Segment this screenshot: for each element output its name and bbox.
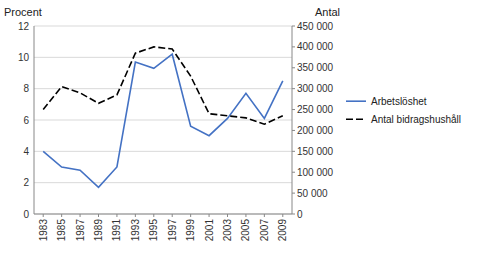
y2-tick-label: 450 000 <box>297 21 334 32</box>
y-tick-label: 6 <box>23 115 29 126</box>
legend: Arbetslöshet Antal bidragshushåll <box>346 96 461 125</box>
y2-axis <box>292 26 293 214</box>
x-tick-label: 1991 <box>111 219 122 242</box>
y-tick-label: 4 <box>23 146 29 157</box>
x-tick-label: 1997 <box>167 219 178 242</box>
grid-line <box>34 214 292 215</box>
chart: 0 2 4 6 8 10 12 0 50 000 100 000 150 000 200 000 250… <box>0 0 492 258</box>
series-line <box>43 47 283 124</box>
y2-tick-label: 50 000 <box>297 188 328 199</box>
series-line <box>43 54 283 187</box>
legend-swatch <box>346 100 366 102</box>
y2-tick-label: 200 000 <box>297 125 334 136</box>
y-tick-label: 10 <box>18 52 30 63</box>
plot-area <box>43 47 283 187</box>
y-axis-label: Procent <box>4 6 42 18</box>
y2-axis-label: Antal <box>315 6 340 18</box>
legend-label: Antal bidragshushåll <box>371 114 461 125</box>
grid-line <box>34 182 292 183</box>
grid-line <box>34 26 292 27</box>
x-tick-label: 1985 <box>56 219 67 242</box>
y2-tick-label: 250 000 <box>297 104 334 115</box>
x-axis <box>34 214 292 215</box>
x-tick-label: 1995 <box>148 219 159 242</box>
y-tick-label: 2 <box>23 177 29 188</box>
x-tick-label: 2009 <box>277 219 288 242</box>
grid <box>34 26 292 214</box>
y-tick-label: 8 <box>23 83 29 94</box>
x-tick-label: 1989 <box>93 219 104 242</box>
y-axis <box>34 26 35 214</box>
y2-tick-label: 350 000 <box>297 62 334 73</box>
x-tick-label: 1983 <box>38 219 49 242</box>
y-tick-label: 12 <box>18 21 30 32</box>
x-tick-label: 1987 <box>75 219 86 242</box>
x-tick-label: 1999 <box>185 219 196 242</box>
x-tick-label: 2005 <box>240 219 251 242</box>
y2-tick-label: 100 000 <box>297 167 334 178</box>
grid-line <box>34 88 292 89</box>
x-tick-label: 2001 <box>204 219 215 242</box>
x-tick-label: 2003 <box>222 219 233 242</box>
grid-line <box>34 57 292 58</box>
y2-tick-label: 150 000 <box>297 146 334 157</box>
grid-line <box>34 151 292 152</box>
y2-tick-label: 0 <box>297 209 303 220</box>
legend-label: Arbetslöshet <box>371 96 427 107</box>
y2-tick-label: 300 000 <box>297 83 334 94</box>
x-tick-label: 2007 <box>259 219 270 242</box>
y-tick-label: 0 <box>23 209 29 220</box>
legend-swatch <box>346 118 366 120</box>
x-tick-label: 1993 <box>130 219 141 242</box>
y2-tick-label: 400 000 <box>297 41 334 52</box>
